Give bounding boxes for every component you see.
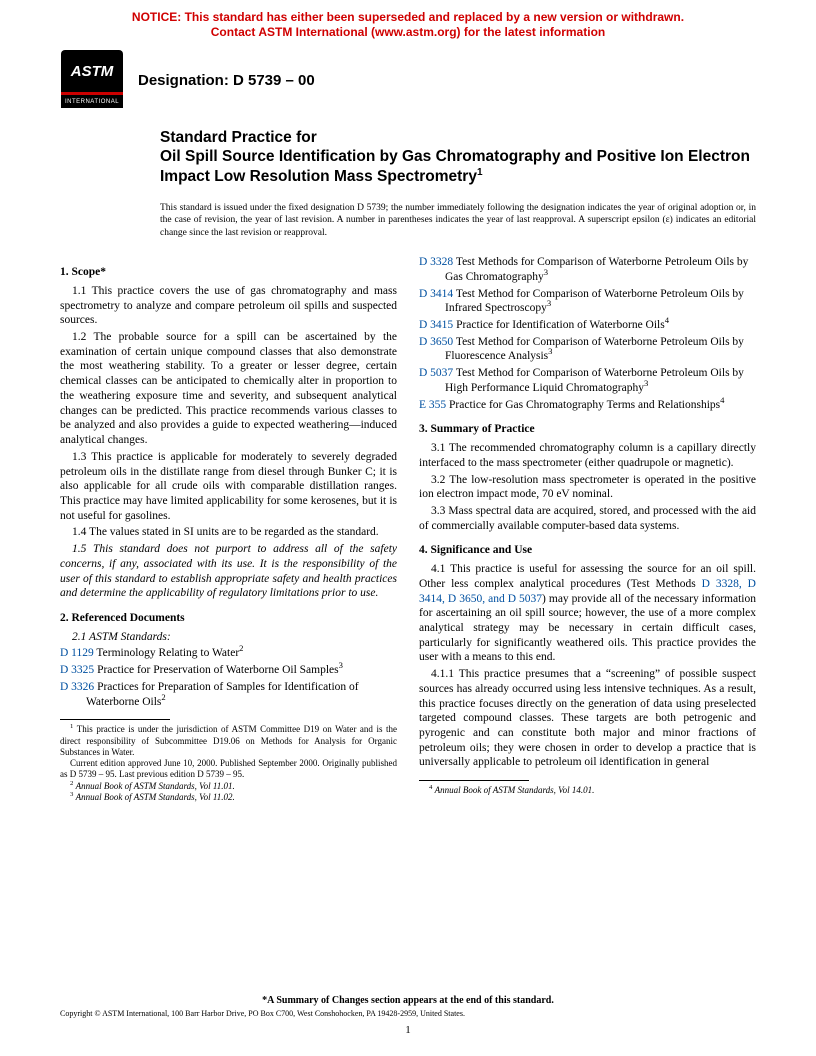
- ref-item: D 5037 Test Method for Comparison of Wat…: [419, 366, 756, 395]
- ref-code-link[interactable]: D 3415: [419, 319, 453, 331]
- ref-item: D 1129 Terminology Relating to Water2: [60, 646, 397, 661]
- significance-heading: 4. Significance and Use: [419, 543, 756, 558]
- ref-sup: 3: [339, 660, 343, 670]
- scope-heading: 1. Scope*: [60, 265, 397, 280]
- summary-3-3: 3.3 Mass spectral data are acquired, sto…: [419, 504, 756, 533]
- astm-logo: ASTM INTERNATIONAL: [60, 50, 124, 110]
- footnote-1: 1 This practice is under the jurisdictio…: [60, 724, 397, 758]
- footnote-2: 2 Annual Book of ASTM Standards, Vol 11.…: [60, 781, 397, 792]
- title-lead: Standard Practice for: [160, 128, 756, 147]
- ref-code-link[interactable]: D 3414: [419, 288, 453, 300]
- title-sup: 1: [477, 167, 483, 178]
- supersede-notice: NOTICE: This standard has either been su…: [0, 0, 816, 42]
- ref-sup: 2: [161, 692, 165, 702]
- refs-left: D 1129 Terminology Relating to Water2D 3…: [60, 646, 397, 709]
- ref-code-link[interactable]: D 1129: [60, 647, 94, 659]
- ref-sup: 4: [720, 395, 724, 405]
- ref-item: D 3650 Test Method for Comparison of Wat…: [419, 335, 756, 364]
- title-block: Standard Practice for Oil Spill Source I…: [0, 114, 816, 192]
- ref-sup: 3: [544, 267, 548, 277]
- right-column: D 3328 Test Methods for Comparison of Wa…: [419, 255, 756, 803]
- ref-sup: 3: [548, 347, 552, 357]
- title-main: Oil Spill Source Identification by Gas C…: [160, 147, 756, 186]
- body-columns: 1. Scope* 1.1 This practice covers the u…: [0, 243, 816, 803]
- refs-right: D 3328 Test Methods for Comparison of Wa…: [419, 255, 756, 412]
- copyright: Copyright © ASTM International, 100 Barr…: [0, 1009, 816, 1018]
- footnote-3: 3 Annual Book of ASTM Standards, Vol 11.…: [60, 792, 397, 803]
- ref-text: Practice for Preservation of Waterborne …: [94, 664, 338, 676]
- ref-text: Practice for Gas Chromatography Terms an…: [446, 399, 720, 411]
- ref-text: Test Methods for Comparison of Waterborn…: [445, 256, 748, 283]
- ref-sup: 3: [547, 298, 551, 308]
- title-text: Oil Spill Source Identification by Gas C…: [160, 148, 750, 184]
- ref-item: D 3328 Test Methods for Comparison of Wa…: [419, 255, 756, 284]
- scope-1-2: 1.2 The probable source for a spill can …: [60, 330, 397, 448]
- summary-heading: 3. Summary of Practice: [419, 422, 756, 437]
- ref-code-link[interactable]: E 355: [419, 399, 446, 411]
- summary-3-1: 3.1 The recommended chromatography colum…: [419, 441, 756, 470]
- footnote-rule-left: [60, 719, 170, 720]
- ref-sup: 4: [665, 315, 669, 325]
- left-column: 1. Scope* 1.1 This practice covers the u…: [60, 255, 397, 803]
- scope-1-5: 1.5 This standard does not purport to ad…: [60, 542, 397, 601]
- logo-acronym: ASTM: [71, 63, 114, 80]
- ref-item: D 3325 Practice for Preservation of Wate…: [60, 663, 397, 678]
- refdocs-heading: 2. Referenced Documents: [60, 611, 397, 626]
- ref-text: Practices for Preparation of Samples for…: [86, 681, 359, 708]
- page-number: 1: [0, 1024, 816, 1036]
- page-footer: *A Summary of Changes section appears at…: [0, 995, 816, 1036]
- ref-code-link[interactable]: D 3650: [419, 336, 453, 348]
- ref-text: Test Method for Comparison of Waterborne…: [445, 336, 744, 363]
- significance-4-1: 4.1 This practice is useful for assessin…: [419, 562, 756, 665]
- significance-4-1-1: 4.1.1 This practice presumes that a “scr…: [419, 667, 756, 770]
- ref-code-link[interactable]: D 5037: [419, 367, 453, 379]
- ref-item: E 355 Practice for Gas Chromatography Te…: [419, 398, 756, 413]
- summary-of-changes-note: *A Summary of Changes section appears at…: [0, 995, 816, 1006]
- ref-text: Practice for Identification of Waterborn…: [453, 319, 665, 331]
- logo-sub: INTERNATIONAL: [65, 99, 119, 105]
- footnote-1b: Current edition approved June 10, 2000. …: [60, 758, 397, 781]
- header: ASTM INTERNATIONAL Designation: D 5739 –…: [0, 42, 816, 114]
- scope-1-1: 1.1 This practice covers the use of gas …: [60, 284, 397, 328]
- ref-text: Test Method for Comparison of Waterborne…: [445, 288, 744, 315]
- ref-code-link[interactable]: D 3326: [60, 681, 94, 693]
- ref-item: D 3414 Test Method for Comparison of Wat…: [419, 287, 756, 316]
- footnote-4: 4 Annual Book of ASTM Standards, Vol 14.…: [419, 785, 756, 796]
- scope-1-4: 1.4 The values stated in SI units are to…: [60, 525, 397, 540]
- ref-item: D 3326 Practices for Preparation of Samp…: [60, 680, 397, 709]
- summary-3-2: 3.2 The low-resolution mass spectrometer…: [419, 473, 756, 502]
- ref-code-link[interactable]: D 3328: [419, 256, 453, 268]
- ref-code-link[interactable]: D 3325: [60, 664, 94, 676]
- refdocs-sub: 2.1 ASTM Standards:: [60, 630, 397, 645]
- notice-line2: Contact ASTM International (www.astm.org…: [211, 25, 605, 39]
- ref-item: D 3415 Practice for Identification of Wa…: [419, 318, 756, 333]
- ref-text: Terminology Relating to Water: [94, 647, 239, 659]
- designation: Designation: D 5739 – 00: [138, 72, 315, 89]
- ref-sup: 2: [239, 644, 243, 654]
- footnote-rule-right: [419, 780, 529, 781]
- issued-note: This standard is issued under the fixed …: [0, 192, 816, 243]
- ref-text: Test Method for Comparison of Waterborne…: [445, 367, 744, 394]
- scope-1-3: 1.3 This practice is applicable for mode…: [60, 450, 397, 524]
- notice-line1: NOTICE: This standard has either been su…: [132, 10, 684, 24]
- ref-sup: 3: [644, 378, 648, 388]
